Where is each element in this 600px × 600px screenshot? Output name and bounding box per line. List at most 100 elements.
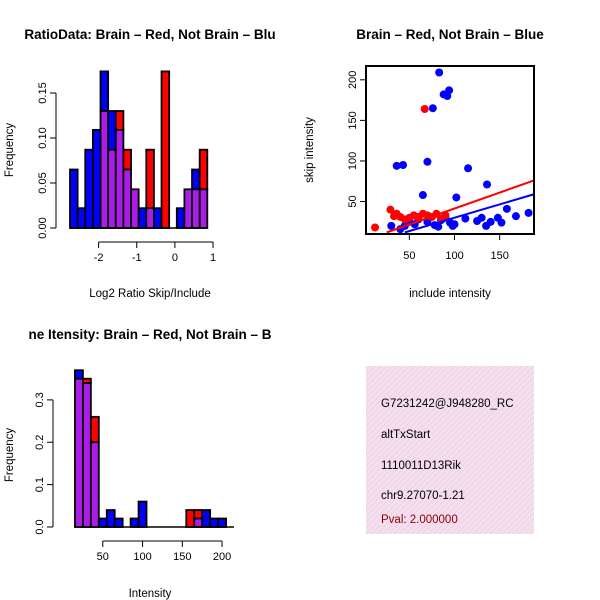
intensity-scatter-plot	[371, 68, 535, 234]
intensity-histogram-bar-15	[193, 509, 204, 520]
intensity-histogram-bar-18	[217, 517, 227, 528]
ratio-histogram-bar-1	[76, 207, 87, 229]
scatter-point-not-brain-8	[464, 164, 473, 173]
ratio-histogram-overlap-bar-15	[183, 188, 193, 229]
scatter-point-not-brain-4	[428, 104, 437, 113]
ratio-histogram-overlap-bar-16	[191, 188, 201, 229]
scatter-point-not-brain-11	[452, 193, 461, 202]
scatter-point-not-brain-12	[387, 221, 396, 230]
intensity-histogram-bar-0	[74, 369, 84, 380]
info-event-type: altTxStart	[381, 429, 431, 441]
scatter-point-not-brain-6	[399, 161, 408, 170]
intensity-histogram-bar-17	[209, 517, 219, 528]
ratio-histogram-overlap-bar-4	[99, 110, 110, 229]
scatter-x-tick-label-1: 100	[445, 250, 463, 262]
scatter-y-tick-label-3: 200	[347, 71, 359, 89]
intensity-histogram: ne Itensity: Brain – Red, Not Brain – B …	[4, 327, 272, 600]
scatter-y-tick-label-2: 150	[347, 111, 359, 129]
scatter-x-tick-label-2: 150	[490, 250, 508, 262]
ratio-histogram-xlabel: Log2 Ratio Skip/Include	[89, 288, 210, 300]
info-panel-background	[366, 366, 534, 534]
scatter-point-not-brain-31	[524, 208, 533, 217]
scatter-point-not-brain-0	[435, 68, 444, 77]
intensity-histogram-x-tick-label-3: 200	[213, 551, 231, 563]
scatter-point-not-brain-34	[434, 222, 443, 231]
ratio-histogram-title: RatioData: Brain – Red, Not Brain – Blu	[24, 27, 275, 42]
intensity-histogram-bar-3	[97, 517, 108, 528]
intensity-histogram-bar-4	[105, 509, 116, 528]
scatter-y-tick-label-1: 100	[347, 152, 359, 170]
ratio-histogram-y-tick-label-2: 0.10	[37, 127, 49, 148]
ratio-histogram-overlap-bar-8	[130, 188, 140, 229]
intensity-histogram-axes: 50 100 150 200 0.0 0.1 0.2 0.3	[34, 392, 234, 563]
intensity-histogram-bar-16	[201, 509, 212, 528]
ratio-histogram-bar-9	[137, 207, 148, 229]
intensity-scatter-ylabel: skip intensity	[304, 117, 316, 183]
intensity-histogram-bar-7	[129, 517, 140, 528]
scatter-point-not-brain-35	[450, 220, 459, 229]
scatter-fit-line-1	[404, 193, 535, 234]
info-pval: Pval: 2.000000	[381, 514, 458, 526]
ratio-histogram-bar-5	[107, 110, 117, 151]
ratio-histogram-y-tick-label-3: 0.15	[37, 82, 49, 103]
ratio-histogram-x-tick-label-2: 0	[172, 252, 178, 264]
ratio-histogram-bar-7	[122, 148, 132, 171]
intensity-histogram-x-tick-label-1: 100	[133, 551, 151, 563]
intensity-histogram-bar-8	[137, 500, 148, 528]
info-location: chr9.27070-1.21	[381, 490, 465, 502]
intensity-histogram-x-tick-label-0: 50	[97, 551, 109, 563]
intensity-histogram-x-tick-label-2: 150	[173, 551, 191, 563]
info-probe-id: G7231242@J948280_RC	[381, 398, 514, 410]
scatter-point-not-brain-24	[477, 213, 486, 222]
ratio-histogram: RatioData: Brain – Red, Not Brain – Blu …	[4, 27, 276, 300]
intensity-histogram-overlap-bar-1	[82, 382, 92, 528]
ratio-histogram-bars	[69, 70, 209, 229]
scatter-point-not-brain-29	[502, 204, 511, 213]
intensity-histogram-title: ne Itensity: Brain – Red, Not Brain – B	[28, 327, 271, 342]
intensity-histogram-overlap-bar-15	[193, 517, 204, 528]
intensity-histogram-overlap-bar-0	[74, 377, 84, 528]
scatter-point-not-brain-26	[486, 217, 495, 226]
ratio-histogram-bar-14	[175, 207, 186, 229]
info-panel: G7231242@J948280_RC altTxStart 1110011D1…	[366, 366, 534, 534]
intensity-histogram-overlap-bar-2	[89, 441, 100, 528]
ratio-histogram-bar-16	[191, 168, 201, 191]
scatter-point-not-brain-22	[461, 214, 470, 223]
ratio-histogram-y-tick-label-0: 0.00	[37, 217, 49, 238]
ratio-histogram-x-tick-label-1: -1	[132, 252, 142, 264]
scatter-point-not-brain-5	[392, 161, 401, 170]
scatter-point-not-brain-28	[497, 218, 506, 227]
ratio-histogram-overlap-bar-10	[145, 207, 155, 229]
ratio-histogram-bar-10	[145, 148, 155, 210]
info-gene-name: 1110011D13Rik	[381, 460, 461, 472]
scatter-x-tick-label-0: 50	[403, 250, 415, 262]
scatter-point-not-brain-7	[423, 157, 432, 166]
intensity-histogram-bar-5	[113, 517, 124, 528]
intensity-histogram-y-tick-label-3: 0.3	[34, 392, 46, 407]
ratio-histogram-ylabel: Frequency	[4, 123, 16, 178]
scatter-frame	[365, 65, 535, 235]
intensity-histogram-ylabel: Frequency	[4, 428, 16, 483]
intensity-scatter-xlabel: include intensity	[409, 288, 491, 300]
intensity-scatter-axes: 50 100 150 50 100 150 200	[347, 65, 535, 262]
intensity-scatter-title: Brain – Red, Not Brain – Blue	[356, 27, 544, 42]
scatter-fit-line-0	[386, 179, 535, 234]
scatter-y-tick-label-0: 50	[347, 195, 359, 207]
ratio-histogram-x-tick-label-3: 1	[210, 252, 216, 264]
ratio-histogram-axes: -2 -1 0 1 0.00 0.05 0.10 0.15	[37, 82, 216, 264]
intensity-histogram-y-tick-label-0: 0.0	[34, 519, 46, 534]
scatter-point-brain-0	[420, 105, 429, 114]
intensity-histogram-bar-2	[89, 415, 100, 444]
intensity-histogram-xlabel: Intensity	[129, 588, 172, 600]
ratio-histogram-overlap-bar-17	[198, 188, 209, 229]
intensity-histogram-bars	[74, 369, 227, 528]
intensity-histogram-y-tick-label-2: 0.2	[34, 435, 46, 450]
ratio-histogram-bar-3	[91, 128, 102, 229]
scatter-point-brain-1	[371, 223, 380, 232]
scatter-point-not-brain-10	[483, 180, 492, 189]
ratio-histogram-overlap-bar-5	[107, 148, 117, 229]
ratio-histogram-bar-11	[153, 207, 163, 229]
scatter-point-not-brain-30	[511, 212, 520, 221]
intensity-histogram-bar-14	[185, 509, 196, 528]
